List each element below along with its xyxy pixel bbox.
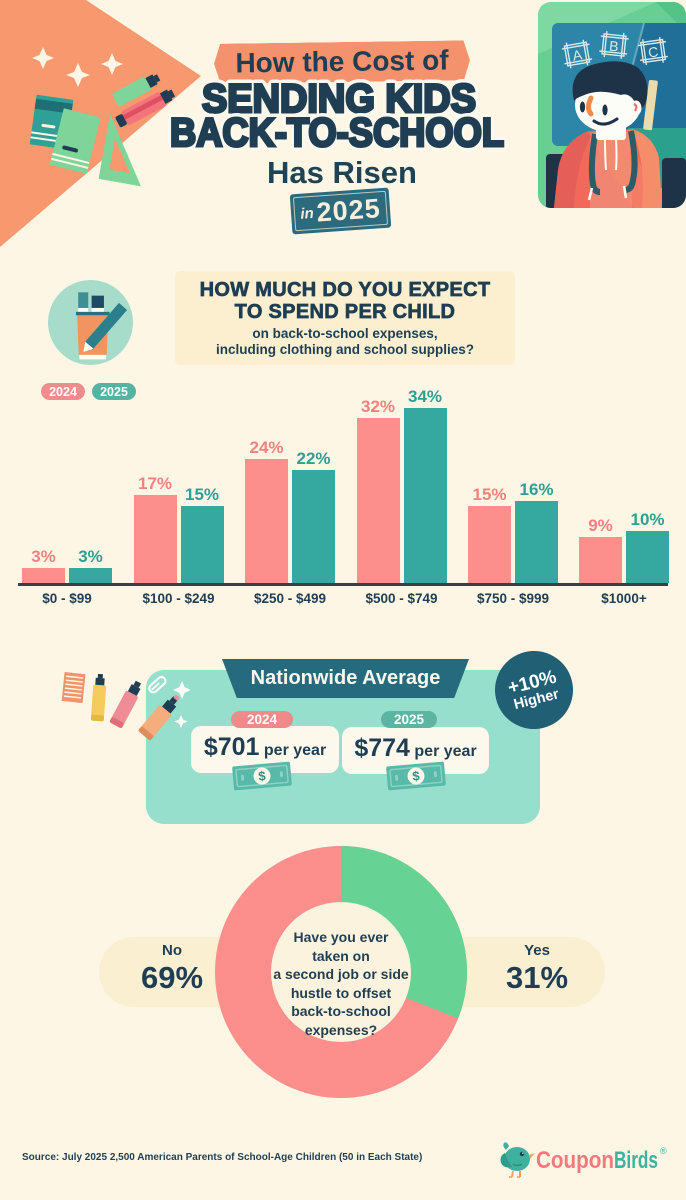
svg-text:C: C	[647, 43, 659, 60]
svg-text:BACK-TO-SCHOOL: BACK-TO-SCHOOL	[170, 111, 504, 155]
svg-text:Has Risen: Has Risen	[267, 155, 417, 190]
svg-text:®: ®	[660, 1146, 667, 1156]
svg-text:Coupon: Coupon	[536, 1147, 614, 1174]
svg-text:SENDING KIDS: SENDING KIDS	[202, 77, 476, 121]
svg-text:SENDING KIDS: SENDING KIDS	[202, 77, 476, 121]
svg-text:A: A	[571, 46, 584, 63]
svg-text:B: B	[608, 38, 619, 55]
svg-text:BACK-TO-SCHOOL: BACK-TO-SCHOOL	[170, 111, 504, 155]
svg-text:$: $	[258, 768, 267, 784]
svg-text:$: $	[412, 768, 421, 784]
svg-text:Birds: Birds	[614, 1147, 658, 1174]
